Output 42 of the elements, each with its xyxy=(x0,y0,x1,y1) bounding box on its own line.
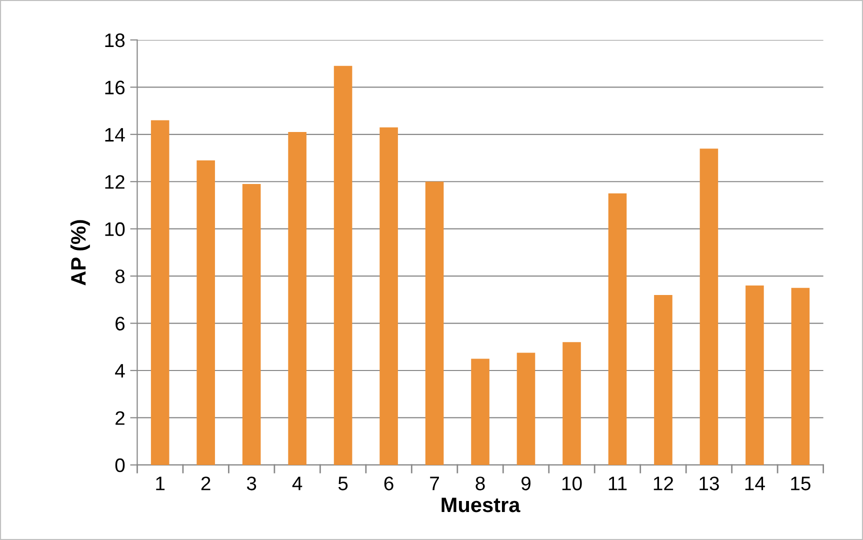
bar xyxy=(608,193,627,465)
x-tick-label: 4 xyxy=(292,476,302,490)
x-tick-label: 8 xyxy=(476,476,485,490)
bar xyxy=(746,286,764,465)
x-tick-label: 9 xyxy=(522,476,530,490)
y-tick-label: 10 xyxy=(105,222,125,236)
x-tick-label: 6 xyxy=(384,476,394,490)
x-tick-label: 3 xyxy=(246,476,256,490)
bar xyxy=(700,148,718,465)
bar xyxy=(242,184,261,465)
y-tick-label: 4 xyxy=(115,364,125,378)
bar xyxy=(654,294,672,465)
y-axis-title: AP (%) xyxy=(70,220,90,286)
x-tick-label: 12 xyxy=(654,476,674,490)
bar xyxy=(288,132,306,465)
x-tick-label: 14 xyxy=(745,476,765,490)
bar xyxy=(425,182,444,465)
x-tick-label: 5 xyxy=(338,476,348,490)
x-tick-label: 2 xyxy=(201,476,210,490)
bar xyxy=(791,288,810,465)
y-tick-label: 0 xyxy=(115,458,125,472)
y-tick-label: 14 xyxy=(105,128,125,142)
y-tick-label: 16 xyxy=(105,80,125,94)
bar xyxy=(562,342,581,465)
y-tick-label: 12 xyxy=(105,175,124,189)
bar xyxy=(380,127,398,465)
bar xyxy=(516,352,536,465)
y-tick-label: 8 xyxy=(115,270,125,284)
y-tick-label: 2 xyxy=(116,411,124,425)
x-tick-label: 15 xyxy=(791,476,810,490)
x-tick-label: 1 xyxy=(156,476,165,490)
x-tick-label: 11 xyxy=(608,476,627,490)
bar xyxy=(471,358,490,465)
x-tick-label: 13 xyxy=(700,476,719,490)
bar xyxy=(150,120,170,465)
bar xyxy=(334,66,352,465)
y-tick-label: 6 xyxy=(116,316,125,331)
x-axis-title: Muestra xyxy=(442,498,520,512)
x-tick-label: 10 xyxy=(562,476,582,490)
x-tick-label: 7 xyxy=(430,476,439,490)
y-tick-label: 18 xyxy=(105,33,125,48)
bar xyxy=(196,160,215,465)
